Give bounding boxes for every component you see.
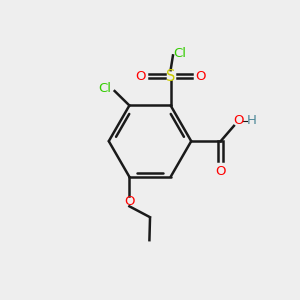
Text: Cl: Cl: [173, 46, 186, 60]
Text: O: O: [124, 194, 135, 208]
Text: O: O: [215, 165, 226, 178]
Text: O: O: [233, 114, 244, 127]
Text: O: O: [136, 70, 146, 83]
Text: H: H: [247, 114, 257, 127]
Text: Cl: Cl: [98, 82, 111, 95]
Text: O: O: [195, 70, 206, 83]
Text: S: S: [166, 68, 175, 83]
